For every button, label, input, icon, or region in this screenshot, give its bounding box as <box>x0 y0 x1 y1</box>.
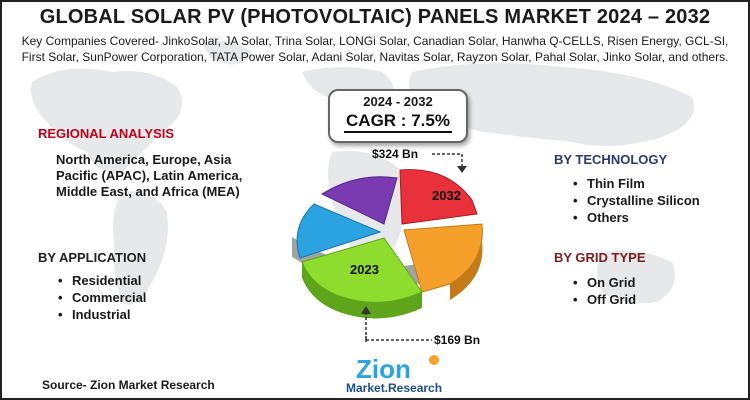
page-title: GLOBAL SOLAR PV (PHOTOVOLTAIC) PANELS MA… <box>39 6 711 28</box>
key-companies-text: Key Companies Covered- JinkoSolar, JA So… <box>21 34 729 64</box>
technology-heading: BY TECHNOLOGY <box>554 152 668 167</box>
market-pie-illustration: 2032 2023 <box>292 169 483 319</box>
list-item: On Grid <box>573 274 636 291</box>
list-item: Crystalline Silicon <box>573 192 700 209</box>
list-item: Off Grid <box>573 291 636 308</box>
list-item: Industrial <box>58 306 146 323</box>
svg-text:Market.Research: Market.Research <box>346 381 442 395</box>
pie-slice-red <box>399 169 478 225</box>
technology-list: Thin Film Crystalline Silicon Others <box>573 175 700 226</box>
zion-logo: Zion Market.Research <box>346 354 442 395</box>
cagr-value: CAGR : 7.5% <box>344 111 452 133</box>
pie-slice-orange-side <box>450 224 483 300</box>
list-item: Thin Film <box>573 175 700 192</box>
arrow-2032-icon <box>432 153 467 173</box>
grid-heading: BY GRID TYPE <box>554 250 646 265</box>
application-heading: BY APPLICATION <box>38 250 147 265</box>
pie-label-2032: 2032 <box>432 188 461 203</box>
source-text: Source- Zion Market Research <box>42 378 215 392</box>
regional-text: North America, Europe, Asia Pacific (APA… <box>56 152 243 199</box>
pie-slice-blue <box>296 203 382 259</box>
list-item: Commercial <box>58 289 146 306</box>
arrow-2023-icon <box>361 306 432 342</box>
pie-slice-green-side <box>302 262 422 319</box>
cagr-box: 2024 - 2032 CAGR : 7.5% <box>328 89 468 143</box>
regional-heading: REGIONAL ANALYSIS <box>38 126 175 141</box>
list-item: Residential <box>58 272 146 289</box>
value-2023-label: $169 Bn <box>434 333 481 347</box>
value-2032-label: $324 Bn <box>372 147 419 161</box>
cagr-years: 2024 - 2032 <box>363 94 433 109</box>
pie-label-2023: 2023 <box>350 262 379 277</box>
svg-text:Zion: Zion <box>356 354 411 384</box>
application-list: Residential Commercial Industrial <box>58 272 146 323</box>
pie-slice-purple <box>320 176 398 225</box>
grid-list: On Grid Off Grid <box>573 274 636 308</box>
list-item: Others <box>573 209 700 226</box>
